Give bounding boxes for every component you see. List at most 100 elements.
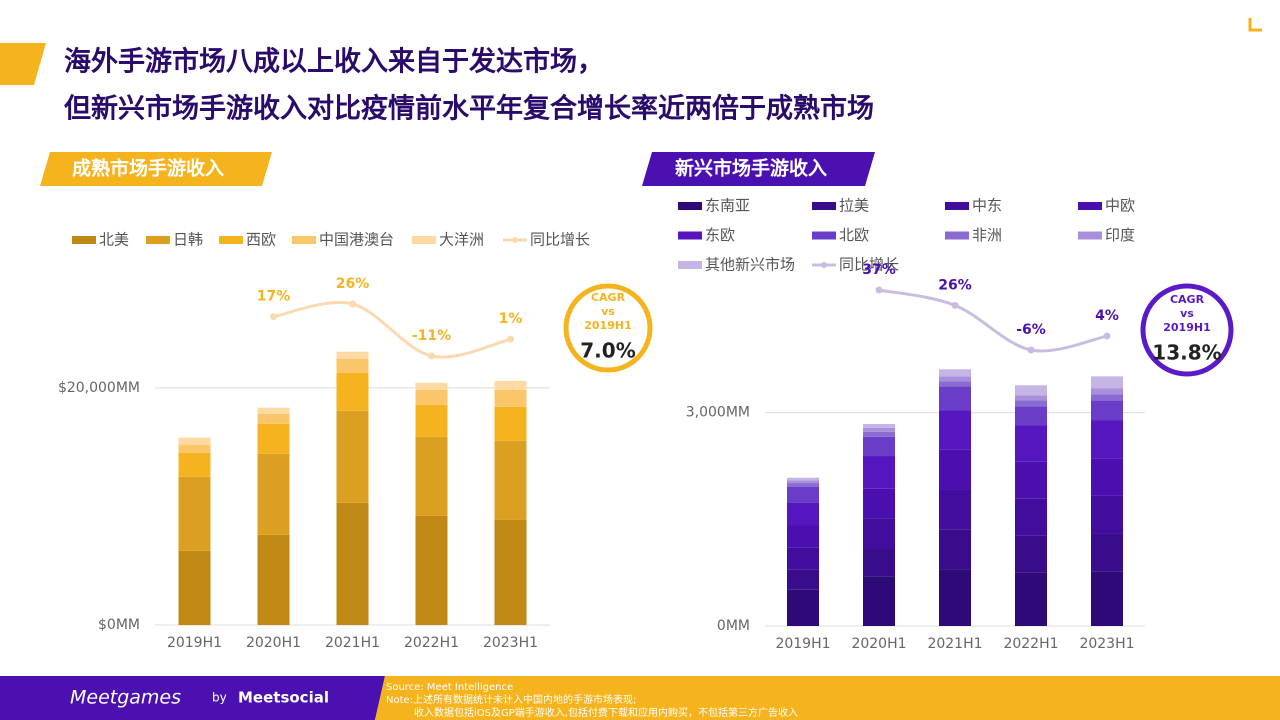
legend-label: 同比增长 — [839, 256, 899, 274]
y-tick-label: $0MM — [98, 617, 140, 633]
y-tick-label: 3,000MM — [686, 405, 750, 421]
cagr-ring — [563, 283, 653, 373]
bar-segment — [257, 534, 290, 625]
bar-segment — [863, 518, 895, 549]
bar-segment — [1015, 535, 1047, 573]
bar-segment — [178, 452, 211, 477]
footer-band — [375, 676, 1280, 720]
bar-segment — [257, 423, 290, 454]
bar-segment — [863, 436, 895, 457]
yoy-label: 4% — [1095, 308, 1119, 324]
footer-band — [0, 676, 385, 720]
legend-swatch — [945, 231, 969, 240]
legend-swatch — [812, 202, 836, 210]
bar-segment — [863, 576, 895, 626]
cagr-value: 13.8% — [1152, 341, 1221, 365]
bar-segment — [1015, 385, 1047, 396]
cagr-text: 2019H1 — [1163, 321, 1210, 334]
bar-segment — [494, 519, 527, 625]
bar-segment — [787, 483, 819, 487]
bar-segment — [178, 476, 211, 551]
bar-segment — [1091, 420, 1123, 459]
yoy-label: -11% — [412, 328, 451, 344]
x-tick-label: 2023H1 — [1079, 636, 1134, 652]
bar-segment — [1091, 571, 1123, 626]
bar-segment — [787, 502, 819, 526]
legend-swatch — [678, 202, 702, 210]
bar-segment — [257, 413, 290, 424]
x-tick-label: 2019H1 — [167, 635, 222, 651]
x-tick-label: 2021H1 — [927, 636, 982, 652]
legend-swatch — [146, 236, 170, 244]
legend-swatch — [1078, 202, 1102, 210]
x-tick-label: 2020H1 — [851, 636, 906, 652]
bar-segment — [1091, 388, 1123, 395]
legend-label: 东南亚 — [705, 197, 750, 215]
x-tick-label: 2020H1 — [246, 635, 301, 651]
legend-label: 其他新兴市场 — [705, 256, 795, 274]
title-line: 海外手游市场八成以上收入来自于发达市场， — [64, 46, 604, 78]
legend-swatch — [219, 236, 243, 244]
legend-label: 西欧 — [246, 231, 276, 249]
yoy-point — [1103, 332, 1111, 340]
header-banner — [642, 152, 875, 186]
bar-segment — [178, 444, 211, 453]
bar-segment — [939, 489, 971, 530]
bar-segment — [939, 381, 971, 387]
x-tick-label: 2022H1 — [1003, 636, 1058, 652]
legend-label: 同比增长 — [530, 231, 590, 249]
header-banner — [40, 152, 272, 186]
legend-label: 中东 — [972, 197, 1002, 215]
bar-segment — [1015, 425, 1047, 462]
bar-segment — [787, 477, 819, 481]
cagr-text: 2019H1 — [584, 319, 631, 332]
bar-segment — [1015, 461, 1047, 499]
bar-segment — [787, 569, 819, 590]
bar-segment — [415, 389, 448, 405]
legend-swatch — [678, 231, 702, 240]
bar-segment — [494, 406, 527, 441]
legend-swatch — [292, 236, 316, 244]
bar-segment — [1015, 395, 1047, 401]
yoy-label: 37% — [862, 262, 896, 278]
bar-segment — [336, 372, 369, 411]
cagr-ring — [1140, 283, 1234, 377]
section-header: 成熟市场手游收入 — [72, 157, 224, 180]
brand-by: by — [212, 691, 227, 705]
bar-segment — [939, 369, 971, 377]
note: 收入数据包括iOS及GP端手游收入,包括付费下载和应用内购买，不包括第三方广告收… — [414, 706, 798, 719]
cagr-text: CAGR — [591, 291, 626, 304]
yoy-label: 26% — [336, 276, 370, 292]
bar-segment — [178, 437, 211, 445]
yoy-point — [428, 352, 435, 360]
legend-label: 印度 — [1105, 226, 1135, 244]
legend-swatch — [678, 261, 702, 269]
bar-segment — [257, 453, 290, 535]
bar-segment — [336, 351, 369, 359]
bar-segment — [939, 386, 971, 411]
legend-dot — [512, 237, 518, 243]
source: Source: Meet Intelligence — [386, 682, 513, 693]
bar-segment — [787, 486, 819, 503]
bar-segment — [863, 548, 895, 577]
corner-mark — [1248, 18, 1262, 32]
bar-segment — [1091, 400, 1123, 421]
bar-segment — [415, 382, 448, 390]
bar-segment — [1015, 572, 1047, 626]
yoy-label: 1% — [499, 311, 523, 327]
legend-swatch — [412, 236, 436, 244]
bar-segment — [1091, 394, 1123, 401]
yoy-point — [507, 335, 514, 343]
bar-segment — [939, 449, 971, 490]
note: Note:上述所有数据统计未计入中国内地的手游市场表现; — [386, 693, 636, 706]
bar-segment — [415, 404, 448, 437]
cagr-text: CAGR — [1170, 293, 1205, 306]
legend-label: 北欧 — [839, 226, 869, 244]
bar-segment — [336, 502, 369, 625]
yoy-point — [951, 301, 959, 309]
bar-segment — [787, 480, 819, 484]
company: Meetsocial — [238, 689, 329, 707]
cagr-text: vs — [1180, 307, 1194, 320]
legend-label: 拉美 — [839, 197, 869, 215]
bar-segment — [787, 589, 819, 626]
